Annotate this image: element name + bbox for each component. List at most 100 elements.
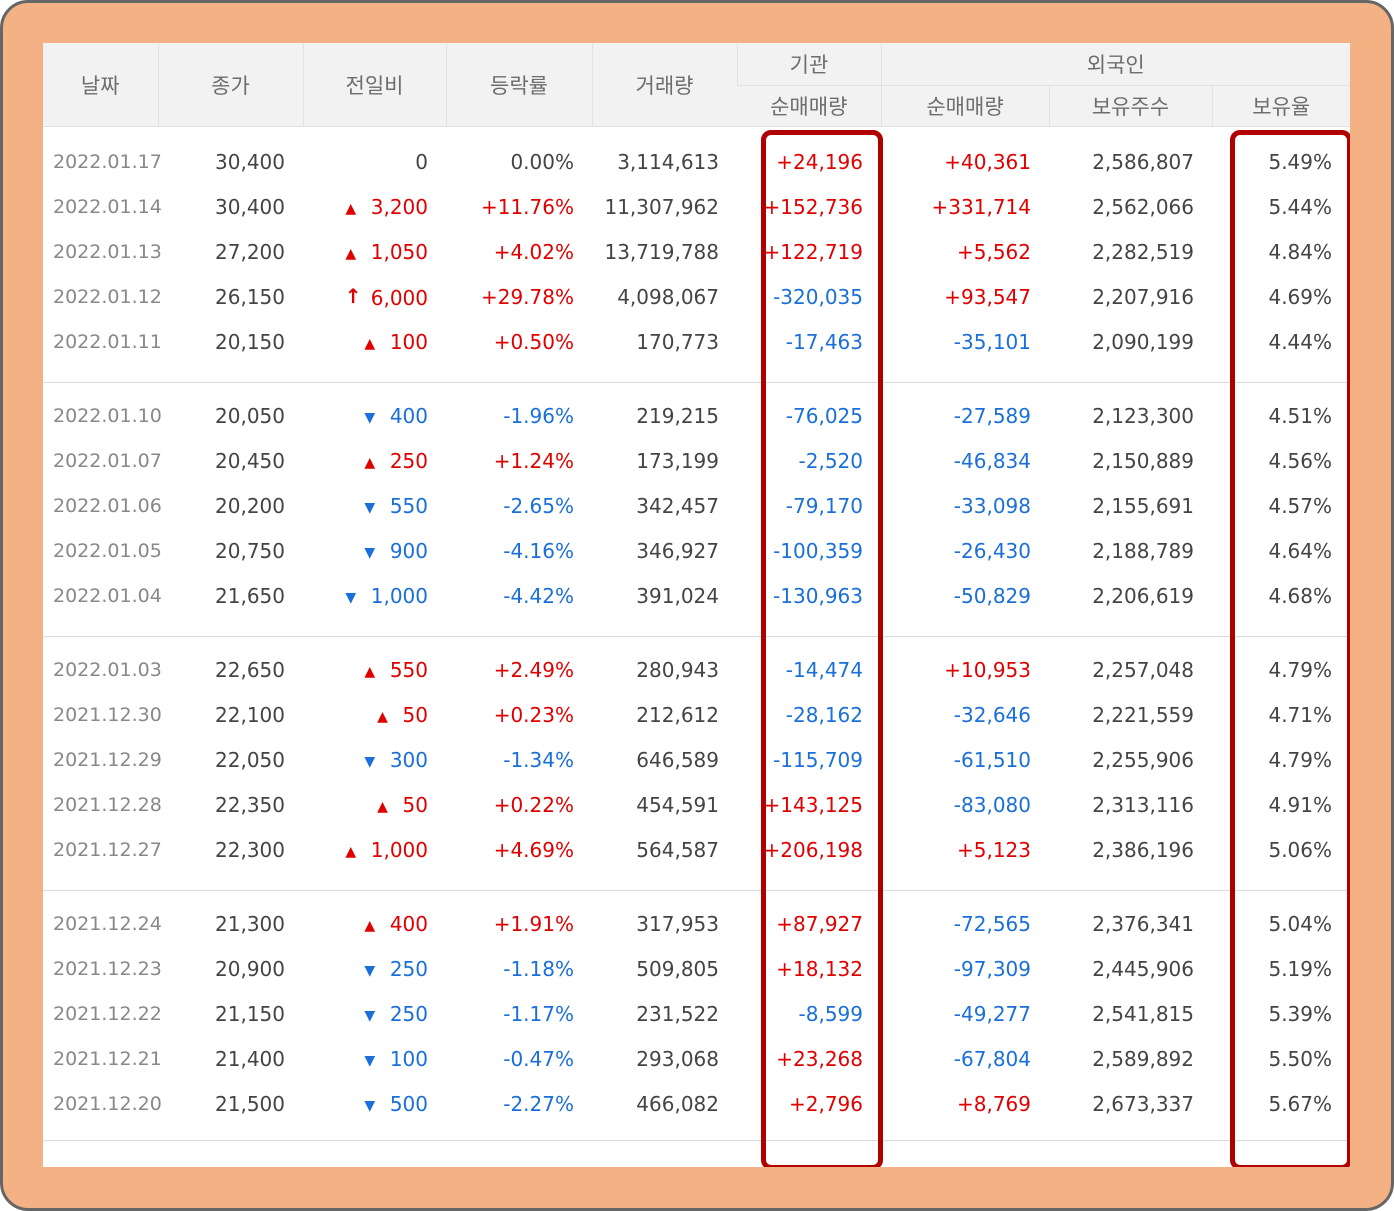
foreign-shares-cell: 2,376,341	[1092, 911, 1194, 936]
close-cell: 20,150	[215, 329, 285, 354]
up-arrow-icon: ▲	[364, 663, 376, 680]
table-row: 2022.01.03 22,650 ▲ 550 +2.49% 280,943 -14,474…	[43, 647, 1350, 692]
table-row: 2022.01.10 20,050 ▼ 400 -1.96% 219,215 -76,025…	[43, 393, 1350, 438]
change-cell: ▼ 1,000	[303, 573, 446, 618]
foreign-ratio-cell: 5.44%	[1268, 194, 1333, 219]
volume-cell: 466,082	[636, 1091, 719, 1116]
up-arrow-icon: ▲	[345, 843, 357, 860]
close-cell: 21,500	[215, 1091, 285, 1116]
foreign-shares-cell: 2,255,906	[1092, 747, 1194, 772]
header-foreign: 외국인	[880, 43, 1350, 86]
down-arrow-icon: ▼	[364, 753, 376, 770]
change-value: 1,000	[370, 837, 428, 862]
volume-cell: 13,719,788	[604, 239, 719, 264]
foreign-ratio-cell: 4.64%	[1268, 538, 1333, 563]
investor-trading-panel: 날짜 종가 전일비 등락률 거래량 기관 외국인 순매매량 순매매량 보유주수 …	[43, 43, 1350, 1167]
down-arrow-icon: ▼	[345, 589, 357, 606]
inst-net-cell: +122,719	[763, 239, 863, 264]
foreign-net-cell: +8,769	[956, 1091, 1031, 1116]
foreign-net-cell: -50,829	[953, 583, 1031, 608]
date-cell: 2021.12.23	[53, 957, 162, 980]
volume-cell: 231,522	[636, 1001, 719, 1026]
inst-net-cell: +152,736	[763, 194, 863, 219]
foreign-net-cell: +10,953	[944, 657, 1031, 682]
rate-cell: +4.02%	[493, 239, 574, 264]
foreign-ratio-cell: 5.49%	[1268, 149, 1333, 174]
foreign-shares-cell: 2,586,807	[1092, 149, 1194, 174]
date-cell: 2021.12.30	[53, 703, 162, 726]
foreign-ratio-cell: 4.79%	[1268, 747, 1333, 772]
close-cell: 27,200	[215, 239, 285, 264]
row-spacer	[43, 383, 1350, 394]
change-value: 250	[389, 1001, 428, 1026]
change-value: 1,000	[370, 583, 428, 608]
foreign-shares-cell: 2,541,815	[1092, 1001, 1194, 1026]
close-cell: 20,900	[215, 956, 285, 981]
volume-cell: 564,587	[636, 837, 719, 862]
date-cell: 2021.12.27	[53, 838, 162, 861]
volume-cell: 173,199	[636, 448, 719, 473]
foreign-net-cell: -61,510	[953, 747, 1031, 772]
foreign-net-cell: -35,101	[953, 329, 1031, 354]
down-arrow-icon: ▼	[364, 962, 376, 979]
foreign-ratio-cell: 5.04%	[1268, 911, 1333, 936]
inst-net-cell: -130,963	[773, 583, 863, 608]
inst-net-cell: -320,035	[773, 284, 863, 309]
table-row: 2021.12.20 21,500 ▼ 500 -2.27% 466,082 +2,796 +…	[43, 1081, 1350, 1126]
foreign-net-cell: +93,547	[944, 284, 1031, 309]
change-cell: ▲ 1,050	[303, 229, 446, 274]
rate-cell: -1.18%	[503, 956, 574, 981]
foreign-shares-cell: 2,188,789	[1092, 538, 1194, 563]
down-arrow-icon: ▼	[364, 1052, 376, 1069]
limit-up-arrow-icon: ↑	[344, 283, 362, 308]
row-spacer	[43, 364, 1350, 383]
volume-cell: 454,591	[636, 792, 719, 817]
foreign-shares-cell: 2,150,889	[1092, 448, 1194, 473]
close-cell: 20,200	[215, 493, 285, 518]
table-row: 2021.12.24 21,300 ▲ 400 +1.91% 317,953 +87,927…	[43, 901, 1350, 946]
date-cell: 2021.12.20	[53, 1092, 162, 1115]
change-value: 0	[415, 149, 428, 174]
inst-net-cell: -115,709	[773, 747, 863, 772]
foreign-ratio-cell: 4.57%	[1268, 493, 1333, 518]
row-spacer	[43, 127, 1350, 140]
row-spacer	[43, 891, 1350, 902]
inst-net-cell: +23,268	[776, 1046, 863, 1071]
header-foreign-ratio: 보유율	[1211, 85, 1350, 127]
table-row: 2022.01.07 20,450 ▲ 250 +1.24% 173,199 -2,520 -…	[43, 438, 1350, 483]
up-arrow-icon: ▲	[364, 454, 376, 471]
table-row: 2022.01.05 20,750 ▼ 900 -4.16% 346,927 -100,35…	[43, 528, 1350, 573]
date-cell: 2021.12.24	[53, 912, 162, 935]
change-value: 50	[402, 792, 428, 817]
rate-cell: 0.00%	[510, 149, 574, 174]
header-date: 날짜	[43, 43, 158, 127]
foreign-ratio-cell: 5.67%	[1268, 1091, 1333, 1116]
volume-cell: 509,805	[636, 956, 719, 981]
table-body: 2022.01.17 30,400 0 0.00% 3,114,613 +24,196 +4…	[43, 127, 1350, 1141]
change-cell: ▲ 100	[303, 319, 446, 364]
date-cell: 2022.01.12	[53, 285, 162, 308]
down-arrow-icon: ▼	[364, 1097, 376, 1114]
inst-net-cell: -100,359	[773, 538, 863, 563]
rate-cell: -1.96%	[503, 403, 574, 428]
change-value: 1,050	[370, 239, 428, 264]
rate-cell: +0.50%	[493, 329, 574, 354]
change-value: 50	[402, 702, 428, 727]
foreign-ratio-cell: 5.19%	[1268, 956, 1333, 981]
foreign-ratio-cell: 4.84%	[1268, 239, 1333, 264]
change-value: 100	[389, 329, 428, 354]
row-spacer	[43, 1126, 1350, 1141]
table-row: 2021.12.22 21,150 ▼ 250 -1.17% 231,522 -8,599 -…	[43, 991, 1350, 1036]
close-cell: 22,100	[215, 702, 285, 727]
inst-net-cell: -17,463	[785, 329, 863, 354]
change-cell: ▲ 50	[303, 692, 446, 737]
inst-net-cell: -8,599	[798, 1001, 863, 1026]
foreign-shares-cell: 2,206,619	[1092, 583, 1194, 608]
table-row: 2022.01.12 26,150 ↑ 6,000 +29.78% 4,098,067 -3…	[43, 274, 1350, 319]
foreign-ratio-cell: 4.91%	[1268, 792, 1333, 817]
foreign-net-cell: -97,309	[953, 956, 1031, 981]
foreign-net-cell: -26,430	[953, 538, 1031, 563]
volume-cell: 346,927	[636, 538, 719, 563]
foreign-net-cell: +5,123	[956, 837, 1031, 862]
change-cell: ▼ 550	[303, 483, 446, 528]
